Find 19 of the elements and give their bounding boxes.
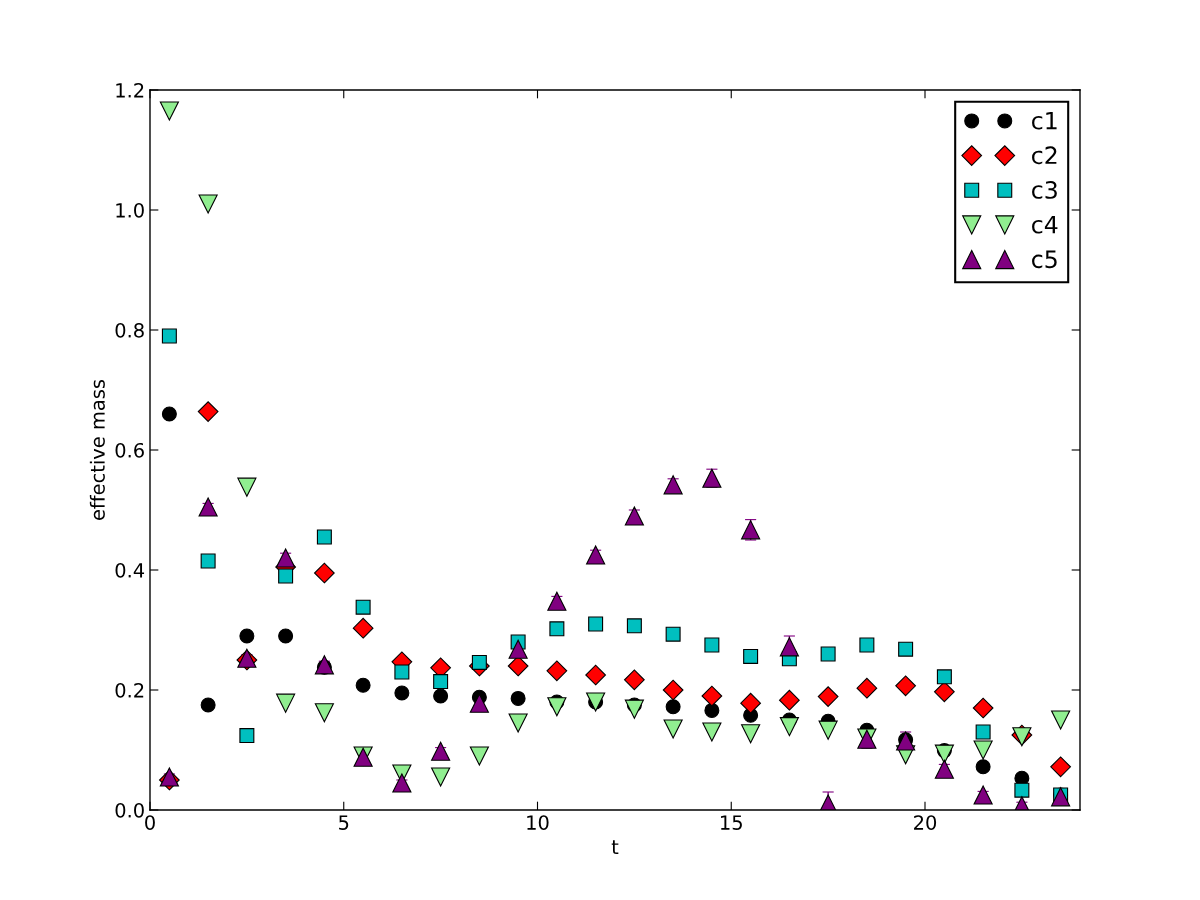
y-tick-label: 0.6 <box>115 442 144 458</box>
x-tick-label: 5 <box>339 815 349 830</box>
legend-label: c5 <box>1032 250 1057 269</box>
x-tick-label: 10 <box>527 815 549 830</box>
legend-label: c4 <box>1032 215 1058 234</box>
y-axis-title: effective mass <box>89 379 105 520</box>
legend-label: c1 <box>1032 111 1057 130</box>
x-tick-label: 20 <box>914 815 937 830</box>
y-tick-label: 0.0 <box>115 802 144 818</box>
y-tick-label: 0.8 <box>115 322 144 338</box>
legend-label: c2 <box>1032 146 1057 165</box>
x-axis-title: t <box>611 840 619 855</box>
legend-label: c3 <box>1032 180 1057 199</box>
y-tick-label: 1.0 <box>116 202 144 218</box>
y-tick-label: 0.2 <box>115 682 144 698</box>
x-tick-label: 0 <box>145 815 155 830</box>
x-tick-label: 15 <box>721 815 742 830</box>
y-tick-label: 1.2 <box>116 82 144 98</box>
y-tick-label: 0.4 <box>115 562 145 578</box>
